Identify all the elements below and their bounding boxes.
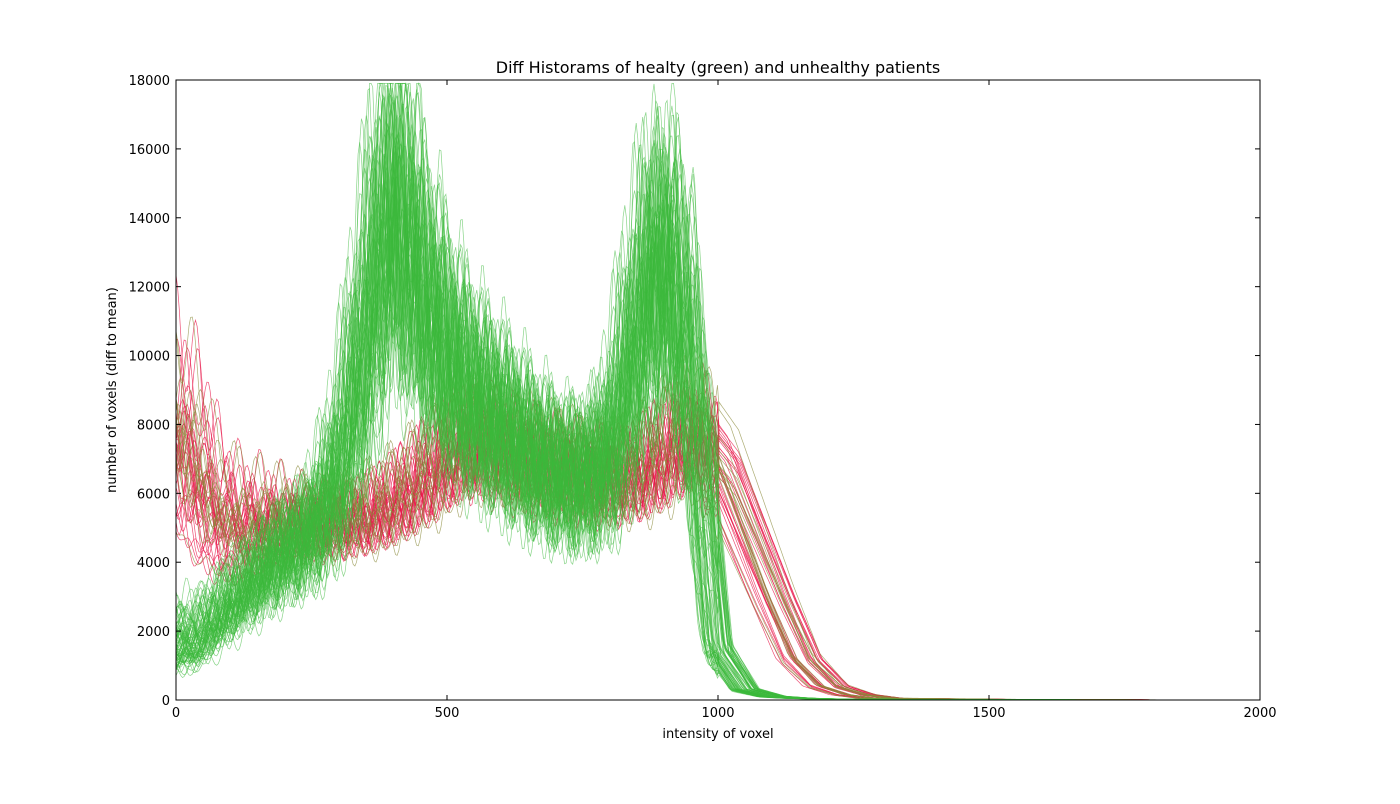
x-tick-label: 500	[435, 706, 460, 721]
y-tick-label: 16000	[129, 143, 170, 158]
chart-title: Diff Historams of healty (green) and unh…	[496, 58, 940, 77]
x-tick-label: 2000	[1243, 706, 1276, 721]
y-tick-label: 6000	[137, 487, 170, 502]
y-tick-label: 14000	[129, 212, 170, 227]
x-tick-label: 1500	[972, 706, 1005, 721]
y-tick-label: 4000	[137, 556, 170, 571]
x-tick-label: 1000	[701, 706, 734, 721]
y-axis-label: number of voxels (diff to mean)	[105, 287, 120, 493]
y-axis-ticks: 0 2000 4000 6000 8000 10000 12000 14000 16000 180…	[129, 74, 1260, 709]
y-tick-label: 18000	[129, 74, 170, 89]
y-tick-label: 0	[162, 694, 170, 709]
y-tick-label: 8000	[137, 418, 170, 433]
x-tick-label: 0	[172, 706, 180, 721]
x-axis-ticks: 0 500 1000 1500 2000	[172, 80, 1277, 721]
y-tick-label: 10000	[129, 350, 170, 365]
x-axis-label: intensity of voxel	[662, 727, 773, 742]
y-tick-label: 2000	[137, 625, 170, 640]
y-tick-label: 12000	[129, 281, 170, 296]
series-lines	[175, 82, 1206, 701]
